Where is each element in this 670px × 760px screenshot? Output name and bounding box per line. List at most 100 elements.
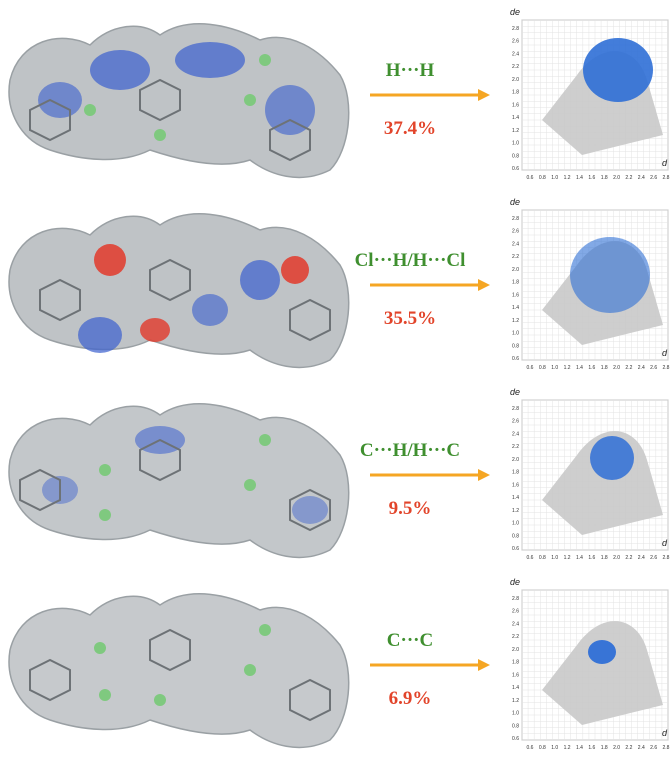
hirshfeld-surface-hh — [8, 23, 350, 179]
y-tick-label: 2.4 — [512, 51, 519, 57]
y-tick-label: 0.6 — [512, 546, 519, 552]
y-axis-label: de — [510, 197, 520, 207]
y-tick-label: 0.6 — [512, 166, 519, 172]
x-tick-label: 1.0 — [551, 555, 558, 561]
y-tick-label: 2.2 — [512, 444, 519, 450]
y-tick-label: 1.2 — [512, 508, 519, 514]
y-tick-label: 2.4 — [512, 431, 519, 437]
x-axis-label: d — [662, 158, 668, 168]
x-tick-label: 0.6 — [527, 365, 534, 371]
x-tick-label: 1.0 — [551, 365, 558, 371]
y-tick-label: 1.8 — [512, 90, 519, 96]
panel-hh: H···H 37.4% 2.8 2.6 2.4 2.2 2.0 1.8 1.6 1.4 1.2 1… — [0, 0, 670, 190]
y-tick-label: 0.6 — [512, 356, 519, 362]
hirshfeld-surface-clh — [8, 213, 350, 369]
x-tick-label: 2.6 — [650, 745, 657, 751]
x-tick-label: 1.2 — [564, 365, 571, 371]
y-tick-label: 1.0 — [512, 711, 519, 717]
y-tick-label: 1.6 — [512, 292, 519, 298]
x-tick-label: 2.4 — [638, 745, 645, 751]
fingerprint-highlight — [583, 38, 653, 102]
x-tick-label: 1.0 — [551, 745, 558, 751]
contact-percent: 35.5% — [383, 308, 437, 329]
x-tick-label: 1.6 — [588, 555, 595, 561]
y-tick-label: 1.0 — [512, 331, 519, 337]
x-tick-label: 1.0 — [551, 175, 558, 181]
y-tick-label: 1.2 — [512, 128, 519, 134]
x-axis-label: d — [662, 728, 668, 738]
fingerprint-plot: 2.8 2.6 2.4 2.2 2.0 1.8 1.6 1.4 1.2 1.0 0.8 0.6 0.6 0… — [510, 387, 670, 561]
y-tick-label: 2.6 — [512, 229, 519, 235]
y-tick-label: 0.6 — [512, 736, 519, 742]
fingerprint-highlight — [588, 640, 616, 664]
x-tick-label: 0.6 — [527, 175, 534, 181]
hirshfeld-surface-ch — [8, 403, 350, 559]
y-tick-label: 1.2 — [512, 318, 519, 324]
x-tick-label: 1.2 — [564, 175, 571, 181]
y-tick-label: 0.8 — [512, 533, 519, 539]
y-axis-label: de — [510, 7, 520, 17]
x-tick-label: 1.2 — [564, 745, 571, 751]
x-tick-label: 2.2 — [625, 555, 632, 561]
x-tick-label: 2.2 — [625, 175, 632, 181]
x-tick-label: 1.8 — [601, 745, 608, 751]
y-tick-label: 0.8 — [512, 343, 519, 349]
y-tick-label: 2.0 — [512, 77, 519, 83]
x-tick-label: 1.4 — [576, 365, 583, 371]
panel-cc: C···C 6.9% 2.8 2.6 2.4 2.2 2.0 1.8 1.6 1.4 1.2 1.… — [0, 570, 670, 760]
y-axis-label: de — [510, 577, 520, 587]
x-axis-label: d — [662, 348, 668, 358]
y-tick-label: 1.4 — [512, 495, 519, 501]
contact-label: Cl···H/H···Cl — [354, 250, 466, 271]
y-tick-label: 1.6 — [512, 102, 519, 108]
fingerprint-plot: 2.8 2.6 2.4 2.2 2.0 1.8 1.6 1.4 1.2 1.0 0.8 0.6 0.6 0… — [510, 577, 670, 751]
y-tick-label: 2.0 — [512, 457, 519, 463]
x-tick-label: 2.4 — [638, 555, 645, 561]
x-tick-label: 1.8 — [601, 555, 608, 561]
contact-percent: 9.5% — [388, 498, 432, 519]
x-tick-label: 0.8 — [539, 745, 546, 751]
y-tick-label: 2.8 — [512, 596, 519, 602]
y-tick-label: 2.0 — [512, 647, 519, 653]
x-tick-label: 1.2 — [564, 555, 571, 561]
fingerprint-highlight — [570, 237, 650, 313]
y-tick-label: 2.4 — [512, 621, 519, 627]
x-tick-label: 1.8 — [601, 175, 608, 181]
panel-ch: C···H/H···C 9.5% 2.8 2.6 2.4 2.2 2.0 1.8 1.6 1.… — [0, 380, 670, 570]
y-tick-label: 1.6 — [512, 672, 519, 678]
y-tick-label: 1.4 — [512, 685, 519, 691]
y-tick-label: 2.6 — [512, 609, 519, 615]
x-tick-label: 0.6 — [527, 555, 534, 561]
x-tick-label: 2.6 — [650, 555, 657, 561]
x-tick-label: 1.6 — [588, 745, 595, 751]
x-tick-label: 1.4 — [576, 745, 583, 751]
x-tick-label: 2.8 — [663, 175, 670, 181]
x-tick-label: 2.6 — [650, 175, 657, 181]
panel-clh: Cl···H/H···Cl 35.5% 2.8 2.6 2.4 2.2 2.0 1.8 1.… — [0, 190, 670, 380]
y-tick-label: 0.8 — [512, 723, 519, 729]
contact-percent: 37.4% — [383, 118, 437, 139]
arrow-icon — [370, 469, 490, 481]
arrow-icon — [370, 279, 490, 291]
x-tick-label: 2.2 — [625, 365, 632, 371]
contact-label: H···H — [385, 60, 435, 81]
y-tick-label: 1.8 — [512, 470, 519, 476]
x-tick-label: 0.6 — [527, 745, 534, 751]
y-tick-label: 1.4 — [512, 115, 519, 121]
y-tick-label: 1.0 — [512, 521, 519, 527]
y-tick-label: 2.6 — [512, 419, 519, 425]
y-tick-label: 2.2 — [512, 254, 519, 260]
y-tick-label: 2.2 — [512, 634, 519, 640]
x-tick-label: 1.4 — [576, 175, 583, 181]
x-tick-label: 1.8 — [601, 365, 608, 371]
x-tick-label: 2.0 — [613, 365, 620, 371]
x-tick-label: 0.8 — [539, 175, 546, 181]
y-tick-label: 2.6 — [512, 39, 519, 45]
fingerprint-highlight — [590, 436, 634, 480]
x-tick-label: 2.4 — [638, 365, 645, 371]
arrow-icon — [370, 89, 490, 101]
x-tick-label: 2.8 — [663, 365, 670, 371]
y-tick-label: 2.0 — [512, 267, 519, 273]
fingerprint-full-area — [542, 621, 663, 725]
contact-percent: 6.9% — [388, 688, 432, 709]
